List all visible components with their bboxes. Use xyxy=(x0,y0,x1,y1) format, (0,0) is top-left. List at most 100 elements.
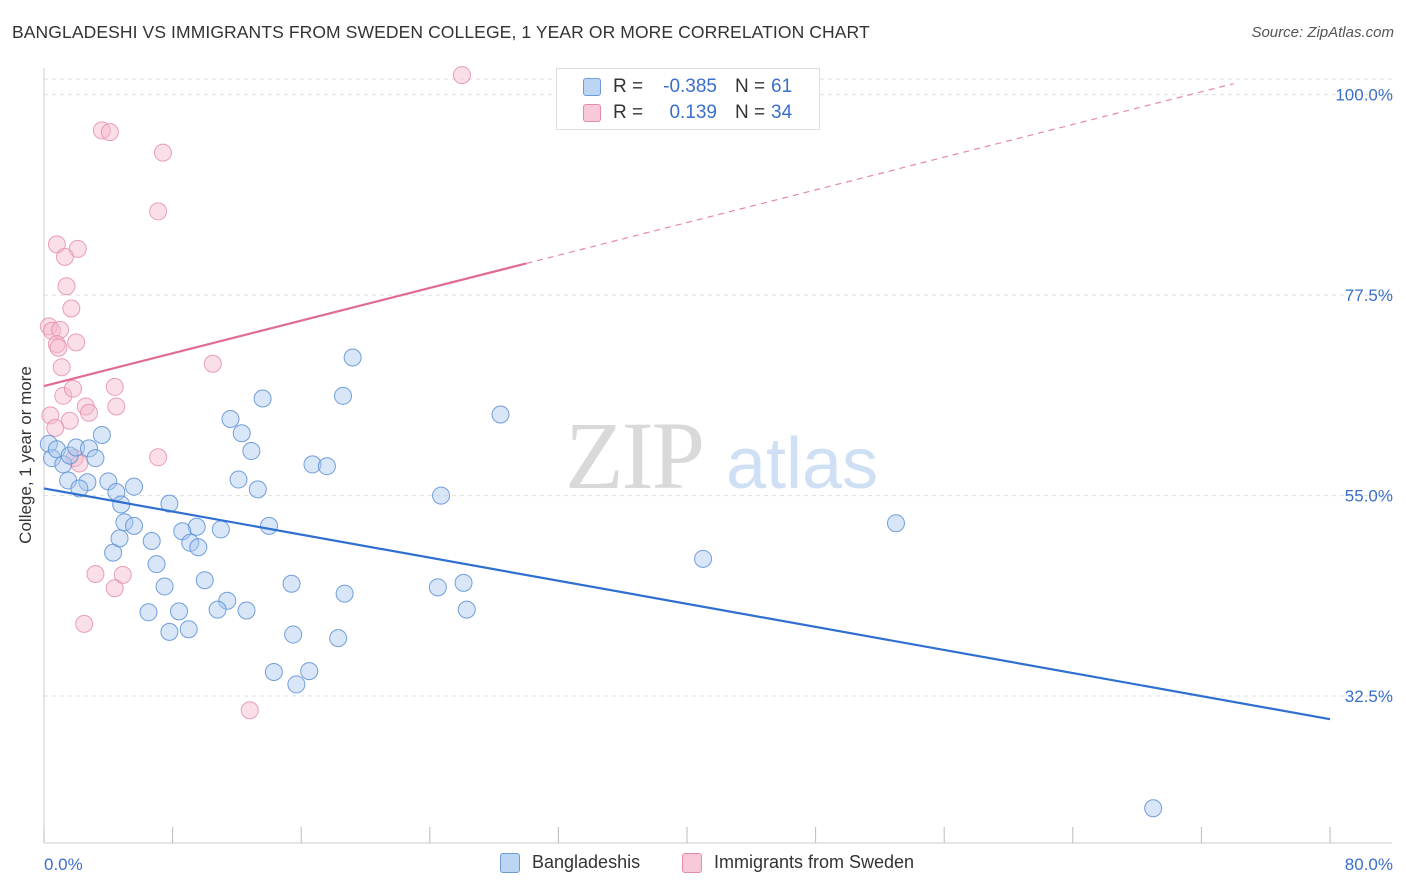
legend-r-value: 0.139 xyxy=(669,102,717,123)
blue-point xyxy=(187,517,206,536)
pink-point xyxy=(55,247,74,266)
pink-point xyxy=(105,579,124,598)
blue-point xyxy=(242,442,261,461)
pink-point xyxy=(60,411,79,430)
blue-point xyxy=(208,600,227,619)
blue-point xyxy=(160,494,179,513)
pink-point xyxy=(46,418,65,437)
blue-point xyxy=(170,602,189,621)
pink-point xyxy=(62,299,81,318)
legend-n-value: 34 xyxy=(771,102,793,123)
x-tick-label: 0.0% xyxy=(44,855,83,874)
pink-point xyxy=(63,379,82,398)
pink-point xyxy=(51,320,70,339)
bottom-legend-label: Bangladeshis xyxy=(532,852,641,872)
pink-point xyxy=(80,403,99,422)
legend-r-label: R = xyxy=(613,76,644,97)
blue-point xyxy=(248,480,267,499)
pink-point xyxy=(52,358,71,377)
blue-point xyxy=(229,470,248,489)
watermark-atlas: atlas xyxy=(726,424,878,504)
blue-point xyxy=(333,386,352,405)
pink-point xyxy=(75,614,94,633)
blue-point xyxy=(335,584,354,603)
blue-point xyxy=(125,477,144,496)
pink-point xyxy=(113,565,132,584)
pink-point xyxy=(54,386,73,405)
blue-point xyxy=(253,389,272,408)
blue-point xyxy=(142,532,161,551)
blue-point xyxy=(112,495,131,514)
immigrants-trend-line-dashed xyxy=(526,83,1234,265)
blue-point xyxy=(86,449,105,468)
legend-n-label: N = xyxy=(735,76,766,97)
tick-labels: 32.5% 55.0% 77.5% 100.0% 0.0% 80.0% xyxy=(44,86,1393,874)
bottom-legend-bangladeshis: Bangladeshis xyxy=(500,852,640,873)
legend-swatch-pink xyxy=(583,104,601,122)
blue-point xyxy=(491,405,510,424)
pink-point xyxy=(68,239,87,258)
blue-point xyxy=(70,479,89,498)
pink-point xyxy=(105,377,124,396)
chart-title: BANGLADESHI VS IMMIGRANTS FROM SWEDEN CO… xyxy=(12,22,870,42)
legend-row-bangladeshis: R = -0.385 N = 61 xyxy=(583,75,792,99)
pink-point xyxy=(100,123,119,142)
blue-point xyxy=(110,529,129,548)
y-tick-label: 77.5% xyxy=(1345,286,1393,305)
blue-point xyxy=(300,662,319,681)
trend-lines xyxy=(43,83,1331,721)
series-bangladeshis-points xyxy=(39,348,1163,818)
legend-swatch-blue xyxy=(583,78,601,96)
blue-point xyxy=(284,625,303,644)
bottom-legend-label: Immigrants from Sweden xyxy=(714,852,915,872)
blue-point xyxy=(432,486,451,505)
blue-point xyxy=(179,620,198,639)
blue-point xyxy=(282,574,301,593)
series-immigrants-from-sweden-points xyxy=(39,66,471,720)
pink-point xyxy=(86,564,105,583)
blue-point xyxy=(237,601,256,620)
blue-point xyxy=(92,426,111,445)
pink-point xyxy=(67,333,86,352)
pink-point xyxy=(57,277,76,296)
blue-point xyxy=(125,516,144,535)
pink-point xyxy=(149,448,168,467)
blue-point xyxy=(67,438,86,457)
y-tick-label: 55.0% xyxy=(1345,487,1393,506)
pink-point xyxy=(149,202,168,221)
blue-point xyxy=(329,629,348,648)
blue-point xyxy=(80,439,99,458)
blue-point xyxy=(147,555,166,574)
legend-r-label: R = xyxy=(613,102,644,123)
blue-point xyxy=(457,600,476,619)
pink-point xyxy=(240,701,259,720)
blue-point xyxy=(211,520,230,539)
legend-row-immigrants-from-sweden: R = 0.139 N = 34 xyxy=(583,101,792,125)
legend-n-value: 61 xyxy=(771,76,793,97)
blue-point xyxy=(232,424,251,443)
blue-point xyxy=(189,538,208,557)
blue-point xyxy=(43,449,62,468)
blue-point xyxy=(221,409,240,428)
blue-point xyxy=(160,622,179,641)
watermark-zip: ZIP xyxy=(565,402,703,509)
blue-point xyxy=(139,603,158,622)
blue-point xyxy=(303,455,322,474)
bangladeshis-trend-line xyxy=(43,487,1331,721)
pink-point xyxy=(107,397,126,416)
blue-point xyxy=(454,573,473,592)
blue-point xyxy=(1144,799,1163,818)
blue-point xyxy=(343,348,362,367)
bottom-legend-swatch-blue xyxy=(500,852,520,873)
blue-point xyxy=(428,578,447,597)
pink-point xyxy=(452,66,471,85)
immigrants-trend-line-solid xyxy=(43,262,527,388)
watermark: ZIP atlas xyxy=(565,402,878,509)
y-tick-label: 32.5% xyxy=(1345,687,1393,706)
correlation-legend: R = -0.385 N = 61 R = 0.139 N = 34 xyxy=(556,68,820,130)
blue-point xyxy=(155,577,174,596)
bottom-legend-immigrants-from-sweden: Immigrants from Sweden xyxy=(682,852,914,873)
legend-n-label: N = xyxy=(735,102,766,123)
blue-point xyxy=(260,516,279,535)
